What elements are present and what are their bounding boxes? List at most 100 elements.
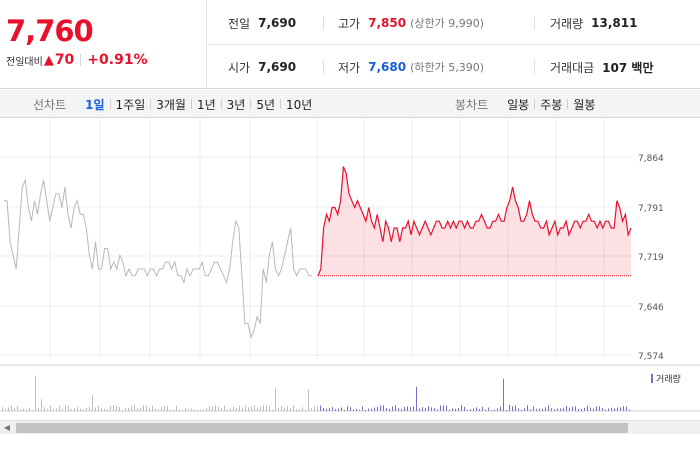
volume-bar — [383, 405, 384, 411]
volume-bar — [335, 409, 336, 411]
volume-bar — [629, 409, 630, 411]
volume-bar — [350, 407, 351, 411]
volume-bar — [68, 405, 69, 411]
volume-bar — [314, 406, 315, 411]
volume-bar — [131, 406, 132, 411]
period-1w[interactable]: 1주일 — [115, 97, 146, 112]
volume-bar — [353, 409, 354, 411]
period-1d[interactable]: 1일 — [85, 97, 105, 112]
volume-bar — [410, 407, 411, 411]
period-10y[interactable]: 10년 — [286, 97, 313, 112]
volume-bar — [137, 408, 138, 411]
period-1y[interactable]: 1년 — [196, 97, 216, 112]
volume-bar — [407, 406, 408, 411]
scroll-left-arrow-icon[interactable]: ◀ — [3, 423, 11, 432]
volume-bar — [614, 408, 615, 411]
scroll-thumb[interactable] — [16, 423, 628, 433]
volume-bar — [422, 407, 423, 411]
volume-bar — [566, 405, 567, 411]
volume-bar — [71, 408, 72, 411]
volume-bar — [581, 408, 582, 411]
candle-chart-options: 봉차트 일봉 주봉 월봉 — [455, 90, 600, 118]
volume-bar — [419, 408, 420, 411]
volume-bar — [479, 408, 480, 411]
volume-bar — [455, 408, 456, 411]
today-price-area — [318, 166, 631, 276]
period-5y[interactable]: 5년 — [256, 97, 276, 112]
volume-swatch — [651, 374, 653, 383]
volume-bar — [557, 408, 558, 411]
volume-bar — [152, 406, 153, 411]
volume-bar — [230, 408, 231, 411]
volume-bar — [122, 409, 123, 411]
volume-bar — [53, 408, 54, 411]
volume-bar — [158, 409, 159, 411]
y-tick-label: 7,864 — [638, 154, 664, 164]
price-summary: 7,760 전일대비 ▲ 70 +0.91% — [0, 0, 207, 89]
candle-weekly[interactable]: 주봉 — [540, 97, 563, 112]
line-chart-options: 선차트 1일 1주일 3개월 1년 3년 5년 10년 — [33, 90, 317, 118]
volume-bar — [575, 406, 576, 411]
candle-chart-label: 봉차트 — [455, 97, 489, 112]
volume-bar — [458, 408, 459, 411]
volume-bar — [293, 405, 294, 411]
volume-bar — [179, 409, 180, 411]
stat-open: 시가 7,690 — [228, 60, 297, 75]
candle-monthly[interactable]: 월봉 — [573, 97, 596, 112]
volume-bar — [626, 406, 627, 411]
volume-bar — [110, 406, 111, 411]
volume-bar — [188, 408, 189, 411]
volume-bar — [119, 406, 120, 411]
volume-bar — [5, 408, 6, 411]
volume-bar — [227, 409, 228, 411]
stat-divider — [534, 60, 535, 74]
volume-bar — [26, 409, 27, 411]
volume-bar — [482, 406, 483, 411]
volume-bar — [14, 407, 15, 411]
volume-bar — [44, 407, 45, 411]
volume-bar — [425, 408, 426, 411]
volume-bar — [617, 407, 618, 411]
volume-bar — [506, 409, 507, 411]
volume-bar — [485, 409, 486, 411]
volume-bar — [50, 405, 51, 411]
volume-bar — [176, 405, 177, 411]
volume-bar — [104, 408, 105, 411]
volume-bar — [329, 407, 330, 411]
volume-bar — [92, 395, 93, 411]
stat-trade-amount: 거래대금 107 백만 — [550, 60, 654, 75]
volume-bar — [461, 405, 462, 411]
volume-bar — [377, 406, 378, 411]
price-chart: 7,864 7,791 7,719 7,646 7,574 거래량 — [0, 119, 700, 450]
quote-header: 7,760 전일대비 ▲ 70 +0.91% 전일 7,690 고가 7,850… — [0, 0, 700, 89]
volume-bar — [107, 409, 108, 411]
volume-bar — [563, 407, 564, 411]
volume-bar — [362, 406, 363, 411]
volume-bar — [116, 405, 117, 411]
volume-bar — [305, 409, 306, 411]
volume-bar — [263, 405, 264, 411]
volume-bar — [266, 405, 267, 411]
volume-bar — [125, 408, 126, 411]
volume-bar — [224, 405, 225, 411]
volume-bar — [317, 406, 318, 411]
volume-bar — [500, 406, 501, 411]
volume-bar — [587, 405, 588, 411]
volume-bar — [404, 406, 405, 411]
volume-bar — [20, 409, 21, 411]
volume-bar — [497, 408, 498, 411]
volume-bar — [86, 407, 87, 411]
volume-bar — [56, 408, 57, 411]
y-tick-label: 7,791 — [638, 204, 664, 214]
y-tick-label: 7,574 — [638, 352, 664, 362]
volume-bar — [215, 405, 216, 411]
volume-bar — [206, 407, 207, 411]
volume-bar — [593, 408, 594, 411]
volume-bar — [23, 408, 24, 411]
period-3y[interactable]: 3년 — [226, 97, 246, 112]
stat-divider — [323, 60, 324, 74]
volume-bar — [440, 405, 441, 411]
period-3m[interactable]: 3개월 — [156, 97, 186, 112]
chart-scrollbar[interactable]: ◀ — [0, 420, 700, 434]
candle-daily[interactable]: 일봉 — [507, 97, 530, 112]
